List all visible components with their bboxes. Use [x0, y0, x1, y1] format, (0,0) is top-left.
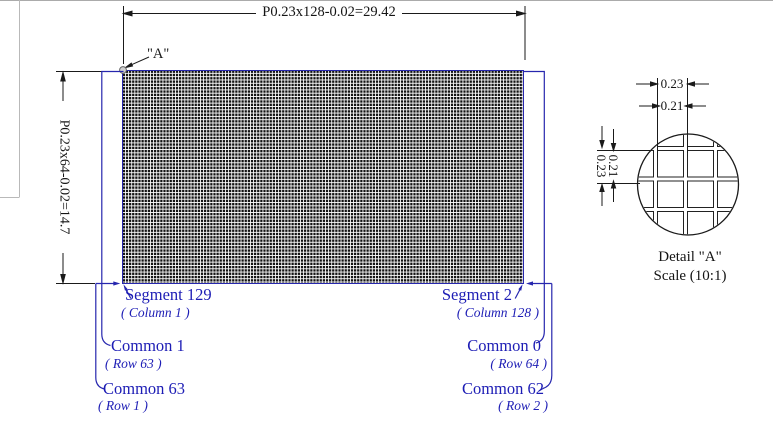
- common-bottom-right-sub: ( Row 2 ): [498, 398, 548, 413]
- detail-a-scale: Scale (10:1): [653, 268, 727, 285]
- detail-a-marker-label: "A": [147, 46, 170, 62]
- left-dimension-text: P0.23x64-0.02=14.7: [55, 116, 71, 238]
- segment-right-label: Segment 2: [441, 285, 512, 304]
- common-top-right-label: Common 0: [467, 336, 541, 355]
- segment-left-sub: ( Column 1 ): [121, 305, 190, 320]
- detail-dim-left-outer: 0.23: [593, 154, 609, 178]
- common-bottom-left-sub: ( Row 1 ): [98, 398, 148, 413]
- common-bottom-right-label: Common 62: [461, 379, 544, 398]
- pin-bracket-arrows: [113, 281, 533, 291]
- detail-a-corner-marker: [119, 66, 127, 74]
- page-edge-lines: [0, 0, 773, 198]
- detail-pixel-grid: [638, 134, 738, 235]
- detail-a-title: Detail "A": [658, 249, 722, 266]
- common-top-left-sub: ( Row 63 ): [105, 356, 162, 371]
- detail-dim-top-outer: 0.23: [660, 76, 684, 92]
- segment-right-sub: ( Column 128 ): [456, 305, 539, 320]
- detail-a-view: [597, 78, 740, 236]
- top-dimension-text: P0.23x128-0.02=29.42: [256, 4, 402, 21]
- detail-dim-top-inner: 0.21: [660, 98, 684, 114]
- segment-left-label: Segment 129: [125, 285, 212, 304]
- dot-matrix-area: [122, 70, 524, 284]
- pin-brackets: [95, 70, 553, 392]
- detail-dimensions: [597, 78, 709, 206]
- common-top-left-label: Common 1: [111, 336, 185, 355]
- common-top-right-sub: ( Row 64 ): [490, 356, 547, 371]
- common-bottom-left-label: Common 63: [103, 379, 186, 398]
